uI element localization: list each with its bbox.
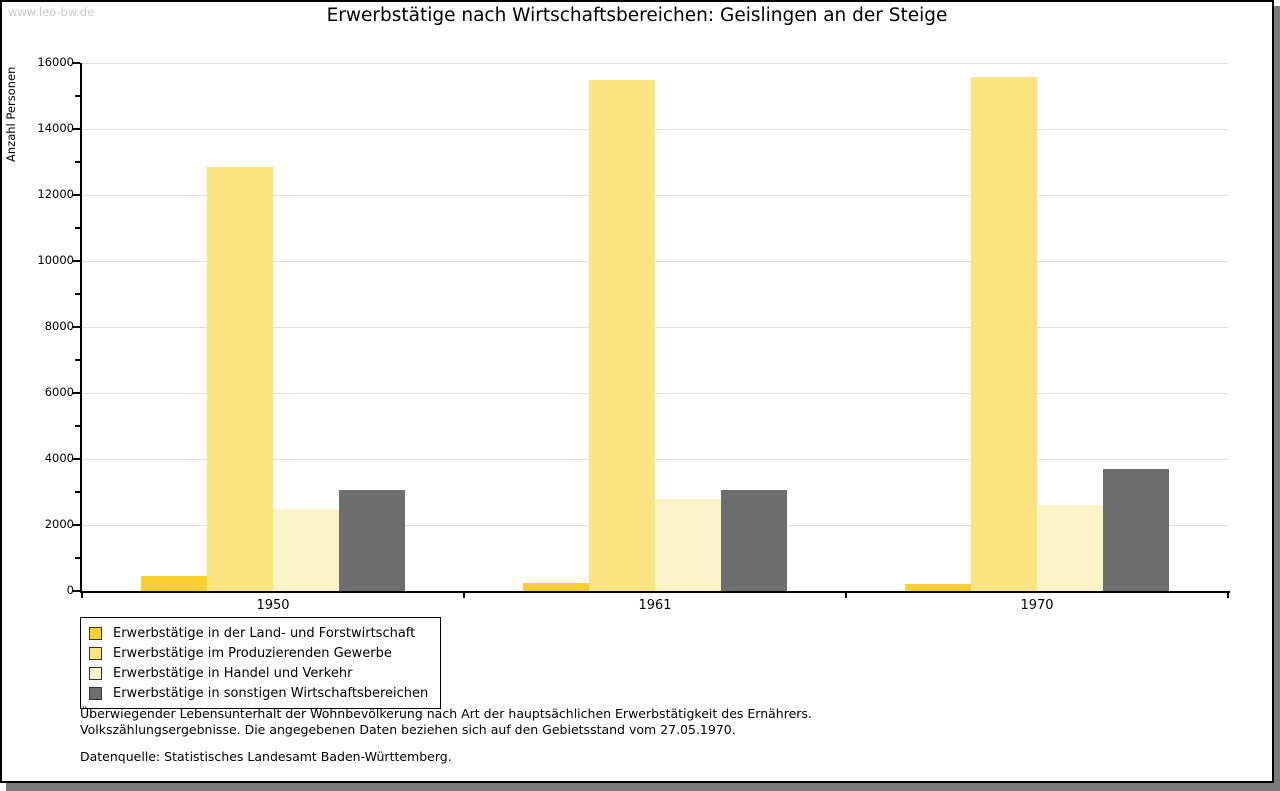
legend-item-produzierendes-gewerbe: Erwerbstätige im Produzierenden Gewerbe [89,643,428,663]
bar-1961-sonstige-wirtschaftsbereiche [721,490,787,591]
y-tick-label-6000: 6000 [44,385,74,399]
x-tick-label-1961: 1961 [638,598,672,613]
legend: Erwerbstätige in der Land- und Forstwirt… [80,617,442,709]
bar-1970-land-forstwirtschaft [905,584,971,591]
x-tick-label-1950: 1950 [256,598,290,613]
bar-1950-sonstige-wirtschaftsbereiche [339,490,405,591]
x-tick-label-1970: 1970 [1020,598,1054,613]
y-tick-minor-9000 [75,293,80,295]
legend-item-land-forstwirtschaft: Erwerbstätige in der Land- und Forstwirt… [89,623,428,643]
legend-swatch-sonstige-wirtschaftsbereiche [89,686,102,700]
y-tick-label-10000: 10000 [37,253,74,267]
y-tick-4000 [73,458,80,460]
legend-swatch-land-forstwirtschaft [89,626,102,640]
y-tick-14000 [73,128,80,130]
bar-1950-handel-verkehr [273,509,339,591]
bar-1961-land-forstwirtschaft [523,582,589,591]
chart-title: Erwerbstätige nach Wirtschaftsbereichen:… [326,5,948,26]
y-tick-label-14000: 14000 [37,121,74,135]
gridline-8000 [82,326,1228,328]
bar-1970-handel-verkehr [1037,504,1103,591]
gridline-16000 [82,62,1228,64]
y-tick-6000 [73,392,80,394]
footnote-line-2: Volkszählungsergebnisse. Die angegebenen… [80,721,736,737]
x-axis-tick-end [1227,593,1229,598]
x-axis-tick-2 [845,593,847,598]
frame-shadow-right [1274,6,1280,791]
legend-item-handel-verkehr: Erwerbstätige in Handel und Verkehr [89,663,428,683]
y-tick-label-12000: 12000 [37,187,74,201]
legend-label-sonstige-wirtschaftsbereiche: Erwerbstätige in sonstigen Wirtschaftsbe… [113,685,429,701]
y-tick-minor-1000 [75,557,80,559]
y-tick-minor-5000 [75,425,80,427]
bar-1970-sonstige-wirtschaftsbereiche [1103,468,1169,591]
legend-item-sonstige-wirtschaftsbereiche: Erwerbstätige in sonstigen Wirtschaftsbe… [89,683,428,703]
gridline-4000 [82,458,1228,460]
gridline-10000 [82,260,1228,262]
gridline-12000 [82,194,1228,196]
y-tick-label-4000: 4000 [44,451,74,465]
bar-1970-produzierendes-gewerbe [971,76,1037,591]
legend-swatch-handel-verkehr [89,666,102,680]
legend-label-produzierendes-gewerbe: Erwerbstätige im Produzierenden Gewerbe [113,645,392,661]
y-tick-label-2000: 2000 [44,517,74,531]
legend-swatch-produzierendes-gewerbe [89,646,102,660]
y-tick-12000 [73,194,80,196]
gridline-14000 [82,128,1228,130]
bar-1961-produzierendes-gewerbe [589,79,655,591]
y-tick-2000 [73,524,80,526]
watermark: www.leo-bw.de [8,5,95,19]
y-tick-minor-3000 [75,491,80,493]
y-tick-16000 [73,62,80,64]
x-axis-tick-0 [81,593,83,598]
bar-1950-land-forstwirtschaft [141,576,207,591]
y-tick-label-8000: 8000 [44,319,74,333]
y-tick-minor-11000 [75,227,80,229]
footnote-line-1: Überwiegender Lebensunterhalt der Wohnbe… [80,706,812,721]
y-tick-label-16000: 16000 [37,55,74,69]
y-tick-minor-7000 [75,359,80,361]
legend-label-land-forstwirtschaft: Erwerbstätige in der Land- und Forstwirt… [113,625,416,641]
y-axis-line [80,63,82,593]
y-tick-8000 [73,326,80,328]
footnote: Überwiegender Lebensunterhalt der Wohnbe… [80,706,812,765]
frame-shadow-bottom [6,783,1274,791]
y-axis-label: Anzahl Personen [4,66,18,162]
x-axis-tick-1 [463,593,465,598]
data-source: Datenquelle: Statistisches Landesamt Bad… [80,749,452,764]
gridline-6000 [82,392,1228,394]
y-tick-label-0: 0 [66,583,74,597]
y-tick-10000 [73,260,80,262]
bar-1950-produzierendes-gewerbe [207,166,273,591]
legend-label-handel-verkehr: Erwerbstätige in Handel und Verkehr [113,665,353,681]
bar-1961-handel-verkehr [655,499,721,591]
plot-area: 0 2000 4000 6000 8000 10000 12000 14000 16000 195… [37,55,1230,613]
y-tick-minor-13000 [75,161,80,163]
x-axis-line [80,591,1230,593]
y-tick-0 [73,590,80,592]
y-tick-minor-15000 [75,95,80,97]
